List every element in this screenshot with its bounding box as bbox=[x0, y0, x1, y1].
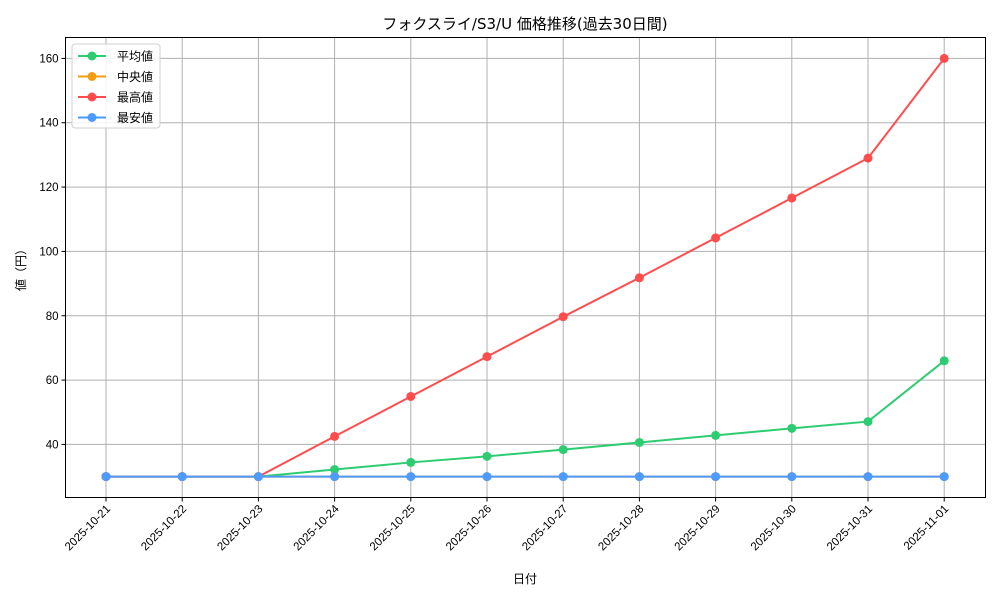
legend-label: 平均値 bbox=[117, 49, 153, 64]
legend-marker-icon bbox=[87, 72, 97, 81]
data-point bbox=[558, 445, 568, 455]
x-tick-label: 2025-10-24 bbox=[292, 503, 343, 554]
data-point bbox=[253, 472, 263, 482]
data-point bbox=[482, 472, 492, 482]
data-point bbox=[101, 472, 111, 482]
data-point bbox=[939, 472, 949, 482]
x-tick-label: 2025-10-29 bbox=[673, 503, 723, 553]
legend-label: 最安値 bbox=[117, 110, 153, 125]
x-tick-label: 2025-10-31 bbox=[825, 503, 875, 553]
grid-lines bbox=[65, 37, 986, 498]
x-axis: 2025-10-21 2025-10-22 2025-10-23 2025-10-24… bbox=[63, 497, 951, 554]
chart-title: フォクスライ/S3/U 価格推移(過去30日間) bbox=[382, 15, 667, 33]
data-point bbox=[330, 431, 340, 441]
y-axis-label: 値（円） bbox=[13, 243, 28, 291]
legend-item: 最安値 bbox=[78, 110, 153, 125]
y-tick-label: 80 bbox=[46, 311, 59, 323]
y-tick-label: 140 bbox=[39, 118, 58, 130]
x-axis-label: 日付 bbox=[513, 572, 537, 586]
data-point bbox=[406, 457, 416, 467]
x-tick-label: 2025-10-28 bbox=[596, 503, 646, 553]
x-tick-label: 2025-10-26 bbox=[444, 503, 494, 553]
data-point bbox=[558, 472, 568, 482]
data-point bbox=[939, 53, 949, 63]
legend-label: 中央値 bbox=[117, 69, 153, 84]
data-point bbox=[634, 437, 644, 447]
data-point bbox=[863, 472, 873, 482]
x-tick-label: 2025-10-21 bbox=[63, 503, 113, 553]
y-tick-label: 60 bbox=[46, 375, 59, 387]
data-point bbox=[787, 193, 797, 203]
data-series bbox=[101, 53, 949, 482]
data-point bbox=[330, 465, 340, 475]
data-point bbox=[863, 417, 873, 427]
y-tick-label: 120 bbox=[39, 182, 58, 194]
series-最高値 bbox=[101, 53, 949, 482]
legend-box bbox=[71, 43, 161, 129]
data-point bbox=[634, 273, 644, 283]
data-point bbox=[711, 472, 721, 482]
x-tick-label: 2025-10-27 bbox=[520, 503, 570, 553]
x-tick-label: 2025-10-25 bbox=[368, 503, 418, 553]
data-point bbox=[863, 153, 873, 163]
legend-item: 中央値 bbox=[78, 69, 153, 84]
data-point bbox=[939, 356, 949, 366]
legend-marker-icon bbox=[87, 92, 97, 102]
data-point bbox=[330, 472, 340, 482]
data-point bbox=[787, 423, 797, 433]
legend-marker-icon bbox=[87, 51, 97, 61]
series-line bbox=[106, 360, 945, 478]
data-point bbox=[406, 391, 416, 401]
data-point bbox=[634, 472, 644, 482]
series-平均値 bbox=[101, 356, 949, 482]
series-最安値 bbox=[101, 472, 949, 482]
data-point bbox=[482, 352, 492, 362]
x-tick-label: 2025-11-01 bbox=[902, 503, 951, 552]
x-tick-label: 2025-10-30 bbox=[749, 503, 799, 553]
x-tick-label: 2025-10-22 bbox=[139, 503, 189, 553]
data-point bbox=[787, 472, 797, 482]
y-axis: 40 60 80 100 120 140 160 bbox=[39, 53, 66, 451]
x-tick-label: 2025-10-23 bbox=[215, 503, 265, 553]
plot-frame bbox=[65, 37, 986, 498]
y-tick-label: 160 bbox=[39, 53, 58, 65]
data-point bbox=[711, 430, 721, 440]
y-tick-label: 100 bbox=[39, 246, 58, 258]
y-tick-label: 40 bbox=[46, 439, 59, 451]
legend-marker-icon bbox=[87, 113, 97, 122]
data-point bbox=[406, 472, 416, 482]
data-point bbox=[558, 312, 568, 322]
data-point bbox=[177, 472, 187, 482]
data-point bbox=[711, 233, 721, 243]
legend-label: 最高値 bbox=[117, 90, 153, 105]
series-line bbox=[106, 57, 945, 478]
legend-item: 平均値 bbox=[78, 49, 153, 64]
legend-item: 最高値 bbox=[78, 90, 153, 105]
data-point bbox=[482, 451, 492, 461]
